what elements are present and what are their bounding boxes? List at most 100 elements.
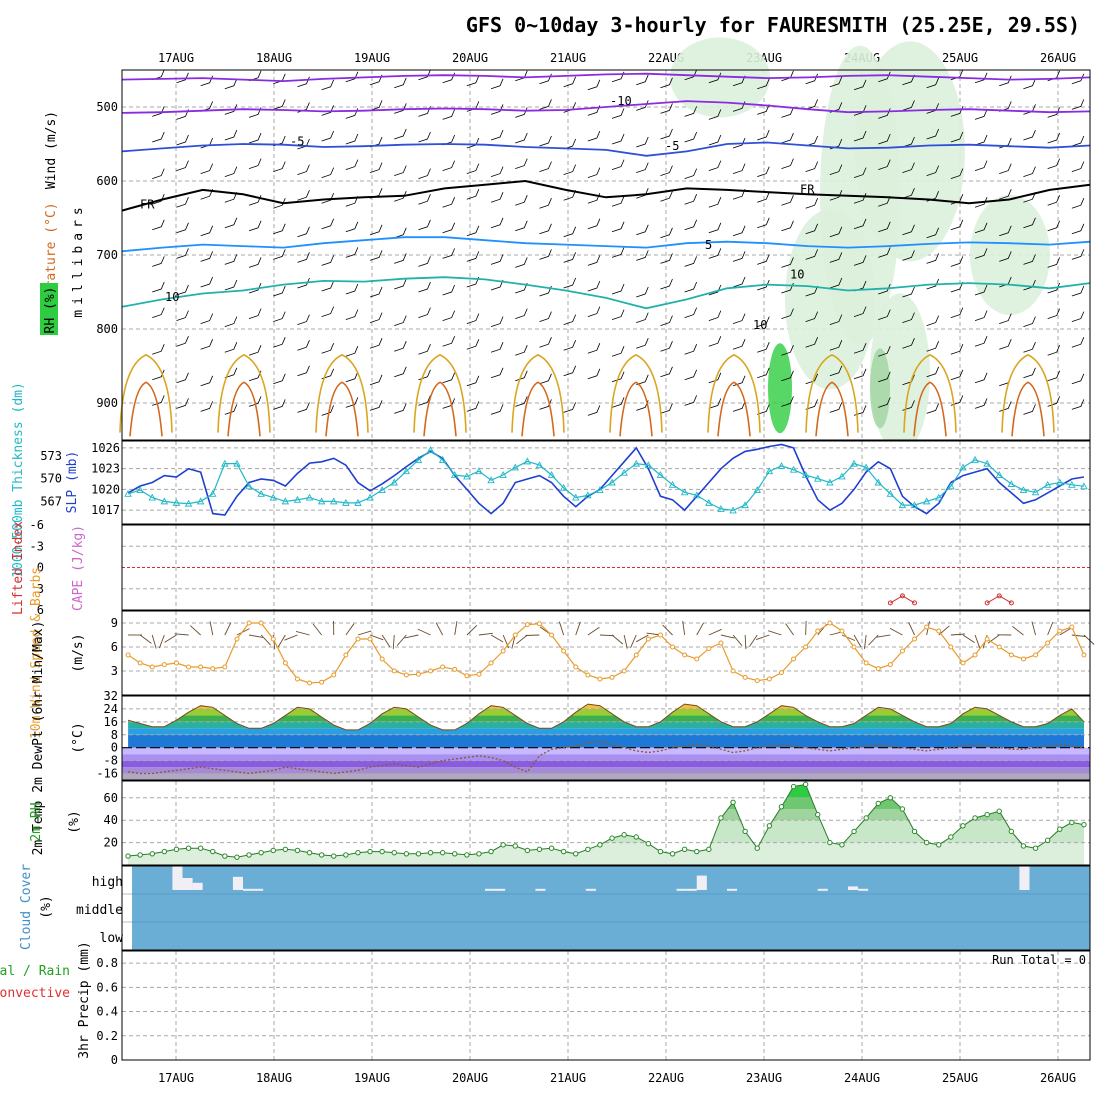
wind-barb bbox=[369, 634, 384, 641]
wind-barb bbox=[660, 253, 673, 264]
thickness-point bbox=[777, 461, 786, 469]
wind-barb bbox=[369, 374, 383, 386]
panel-frame bbox=[121, 610, 1091, 696]
thickness-label: 1000-500mb Thickness (dm) bbox=[11, 382, 26, 578]
wind-barb bbox=[151, 634, 157, 649]
wind-barb bbox=[805, 311, 819, 322]
thickness-point bbox=[995, 471, 1004, 478]
thickness-point bbox=[366, 493, 374, 501]
wind-barb bbox=[878, 133, 891, 145]
li-tick: -3 bbox=[30, 539, 44, 553]
wind-barb bbox=[563, 277, 577, 289]
wind-barb bbox=[490, 316, 504, 327]
date-label-bottom: 20AUG bbox=[452, 1071, 488, 1085]
wind-barb bbox=[224, 129, 238, 141]
wind-barb bbox=[200, 401, 214, 412]
wind-speed-point bbox=[137, 660, 143, 666]
wind-barb bbox=[394, 227, 407, 239]
date-label-bottom: 18AUG bbox=[256, 1071, 292, 1085]
wind-barb bbox=[394, 253, 407, 264]
wind-barb bbox=[950, 633, 965, 636]
wind-barb bbox=[224, 279, 238, 291]
wind-barb bbox=[539, 249, 552, 260]
wind-axis-labels: 10m Wind Speed & Barbs (m/s) bbox=[29, 567, 86, 739]
wind-barb bbox=[781, 257, 794, 268]
wind-barb bbox=[1071, 337, 1085, 348]
thickness-point bbox=[826, 478, 834, 486]
wind-barb bbox=[345, 247, 359, 258]
wind-barb bbox=[394, 278, 407, 290]
wind-barb bbox=[394, 403, 407, 414]
thickness-point bbox=[644, 461, 653, 469]
wind-barb bbox=[999, 225, 1012, 237]
wind-barb bbox=[974, 372, 988, 384]
wind-barb bbox=[1071, 161, 1085, 172]
slp-tick: 1017 bbox=[91, 503, 120, 517]
wind-barb bbox=[974, 197, 988, 208]
temp-contour bbox=[121, 100, 1091, 114]
wind-barb bbox=[563, 365, 577, 377]
wind-barb bbox=[829, 190, 843, 201]
wind-barb bbox=[829, 164, 843, 175]
panel-frame bbox=[121, 780, 1091, 866]
date-label-top: 18AUG bbox=[256, 51, 292, 65]
temp-contour-hot bbox=[619, 381, 653, 437]
wind-speed-point bbox=[972, 652, 978, 658]
wind-barb bbox=[1047, 220, 1061, 232]
wind-speed-point bbox=[258, 620, 264, 626]
wind-barb bbox=[224, 254, 238, 265]
wind-barb bbox=[466, 189, 480, 200]
contour-label: FR bbox=[800, 183, 815, 197]
thickness-point bbox=[184, 499, 193, 507]
wind-barb bbox=[515, 107, 528, 118]
rh-point bbox=[294, 847, 301, 854]
wind-barb bbox=[841, 634, 856, 641]
thickness-point bbox=[668, 480, 677, 488]
wind-barb bbox=[442, 160, 456, 171]
wind-barb bbox=[720, 634, 735, 639]
wind-barb bbox=[200, 313, 214, 324]
wind-barb bbox=[224, 622, 232, 636]
wind-barb bbox=[1071, 223, 1085, 235]
rh-point bbox=[718, 815, 724, 821]
wind-barb bbox=[805, 73, 819, 85]
rh-point bbox=[488, 848, 494, 855]
wind-barb bbox=[878, 397, 891, 408]
rh-point bbox=[222, 853, 228, 859]
rh-point bbox=[548, 845, 555, 851]
wind-barb bbox=[611, 371, 625, 383]
wind-barb bbox=[781, 195, 794, 206]
wind-speed-point bbox=[754, 678, 760, 684]
wind-speed-point bbox=[198, 664, 204, 670]
wind-barb bbox=[708, 628, 722, 636]
upper-air-panel: 500 600 700 800 900 -10 -5 -5 FR FR 5 10 10 10 bbox=[96, 37, 1091, 454]
wind-barb bbox=[781, 308, 794, 319]
wind-barb bbox=[563, 314, 577, 325]
wind-barb bbox=[297, 365, 310, 377]
thickness-point bbox=[124, 489, 132, 497]
temp-contour bbox=[121, 72, 1091, 83]
wind-barb bbox=[174, 633, 189, 636]
wind-barb bbox=[345, 159, 359, 170]
wind-speed-point bbox=[948, 644, 954, 650]
wind-barb bbox=[805, 161, 819, 172]
wind-barb bbox=[805, 198, 819, 209]
wind-barb bbox=[781, 220, 794, 232]
wind-barb bbox=[418, 344, 431, 355]
rh-point bbox=[875, 800, 881, 807]
wind-barb bbox=[392, 634, 395, 650]
wind-barb bbox=[926, 77, 940, 89]
precip-tick: 0.2 bbox=[96, 1029, 118, 1043]
wind-barb bbox=[224, 166, 238, 177]
wind-speed-point bbox=[682, 652, 688, 658]
wind-barb bbox=[684, 395, 698, 406]
temp-contour-warm bbox=[511, 354, 565, 433]
dewpt-line bbox=[128, 740, 1085, 775]
cloud-bar-high bbox=[696, 875, 707, 890]
wind-barb bbox=[1071, 73, 1085, 85]
wind-barb bbox=[176, 197, 189, 208]
wind-speed-point bbox=[500, 648, 506, 654]
cape-lifted-index-panel: -6 -3 0 3 6 bbox=[30, 518, 1091, 617]
rh-point bbox=[403, 851, 410, 857]
wind-barb bbox=[636, 224, 649, 236]
